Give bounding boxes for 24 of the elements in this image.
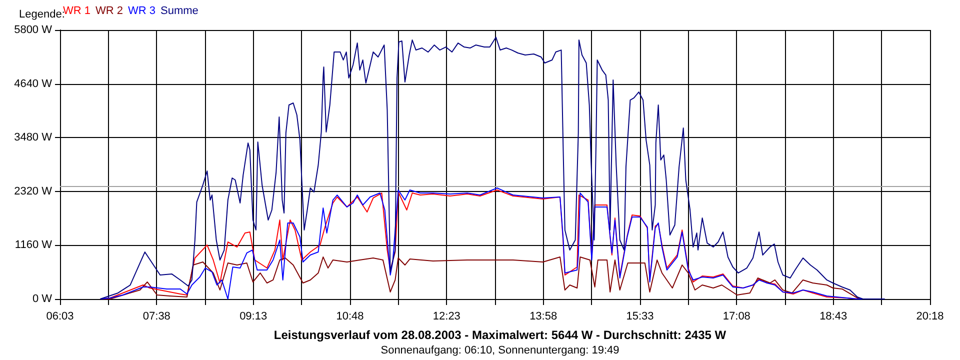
x-tick-label: 09:13 [240, 310, 268, 322]
y-tick-label: 1160 W [14, 239, 53, 252]
text: WR 1 [63, 5, 90, 17]
x-tick-label: 13:58 [530, 310, 558, 322]
y-tick-label: 4640 W [14, 78, 53, 90]
x-tick-label: 07:38 [142, 310, 170, 322]
x-tick-label: 12:23 [432, 310, 460, 322]
text: Sonnenaufgang: 06:10, Sonnenuntergang: 19:49 [380, 344, 620, 356]
x-tick-label: 18:43 [820, 310, 848, 322]
x-tick-label: 17:08 [722, 310, 750, 322]
text: WR 3 [128, 5, 156, 17]
x-tick-label: 20:18 [916, 310, 944, 322]
x-tick-label: 15:33 [626, 310, 654, 322]
x-tick-label: 06:03 [46, 310, 74, 322]
line-series [100, 36, 886, 300]
text: Summe [160, 5, 198, 17]
text: WR 2 [96, 5, 123, 17]
y-tick-label: 3480 W [14, 132, 53, 144]
y-tick-label: 2320 W [14, 185, 53, 198]
legend-title: Legende: [19, 8, 65, 20]
y-tick-label: 5800 W [14, 24, 53, 36]
y-tick-label: 0 W [32, 293, 53, 305]
text: Leistungsverlauf vom 28.08.2003 - Maximalwert: 5644 W - Durchschnitt: 2435 W [274, 328, 727, 342]
x-tick-label: 10:48 [336, 310, 364, 322]
